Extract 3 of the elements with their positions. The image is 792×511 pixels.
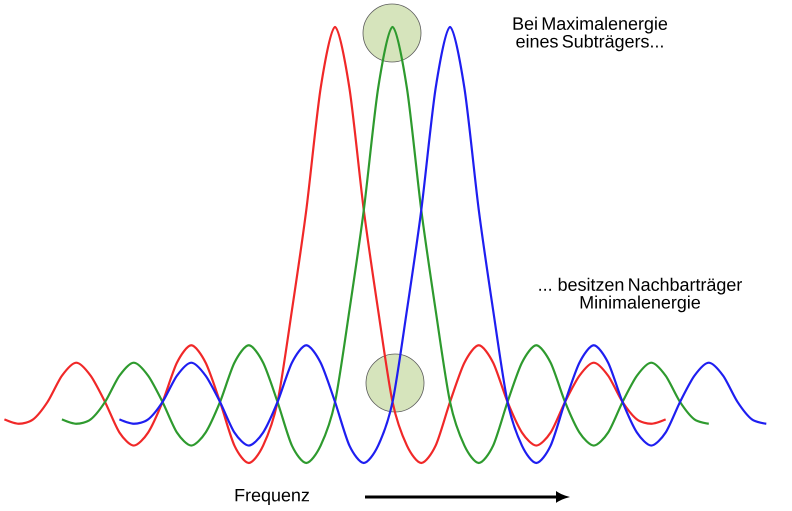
x-axis-title: Frequenz	[236, 488, 309, 506]
annotation: ... besitzen Nachbarträger Minimalenergie	[539, 278, 742, 312]
annotation: Bei Maximalenergie eines Subträgers...	[514, 16, 668, 52]
